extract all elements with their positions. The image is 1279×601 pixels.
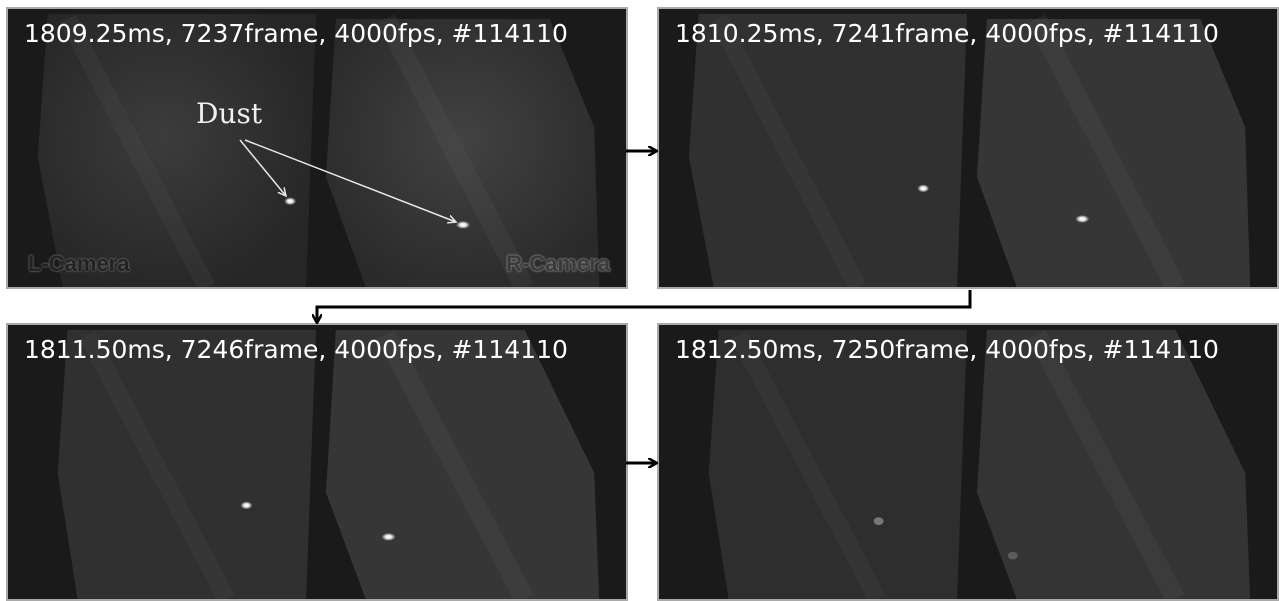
dust-particle bbox=[1007, 551, 1018, 560]
dust-particle bbox=[917, 184, 930, 193]
dust-label: Dust bbox=[196, 97, 263, 130]
right-camera-label: R-Camera bbox=[506, 251, 610, 276]
frame-1-scene bbox=[8, 9, 626, 287]
frame-2-caption: 1810.25ms, 7241frame, 4000fps, #114110 bbox=[675, 19, 1219, 48]
arrow-frame2-to-frame3 bbox=[317, 290, 972, 322]
dust-particle bbox=[381, 532, 396, 541]
frame-3-scene bbox=[8, 325, 626, 599]
frame-1-caption: 1809.25ms, 7237frame, 4000fps, #114110 bbox=[24, 19, 568, 48]
frame-4-scene bbox=[659, 325, 1277, 599]
frame-3-caption: 1811.50ms, 7246frame, 4000fps, #114110 bbox=[24, 335, 568, 364]
frame-1: 1809.25ms, 7237frame, 4000fps, #114110 D… bbox=[6, 7, 628, 289]
left-camera-label: L-Camera bbox=[28, 251, 130, 276]
dust-particle bbox=[873, 517, 884, 526]
frame-2-scene bbox=[659, 9, 1277, 287]
frame-2: 1810.25ms, 7241frame, 4000fps, #114110 bbox=[657, 7, 1279, 289]
dust-particle bbox=[240, 501, 253, 510]
dust-particle bbox=[284, 197, 297, 206]
frame-3: 1811.50ms, 7246frame, 4000fps, #114110 bbox=[6, 323, 628, 601]
frame-4: 1812.50ms, 7250frame, 4000fps, #114110 bbox=[657, 323, 1279, 601]
dust-particle bbox=[1075, 215, 1090, 223]
frame-4-caption: 1812.50ms, 7250frame, 4000fps, #114110 bbox=[675, 335, 1219, 364]
dust-particle bbox=[456, 220, 471, 229]
